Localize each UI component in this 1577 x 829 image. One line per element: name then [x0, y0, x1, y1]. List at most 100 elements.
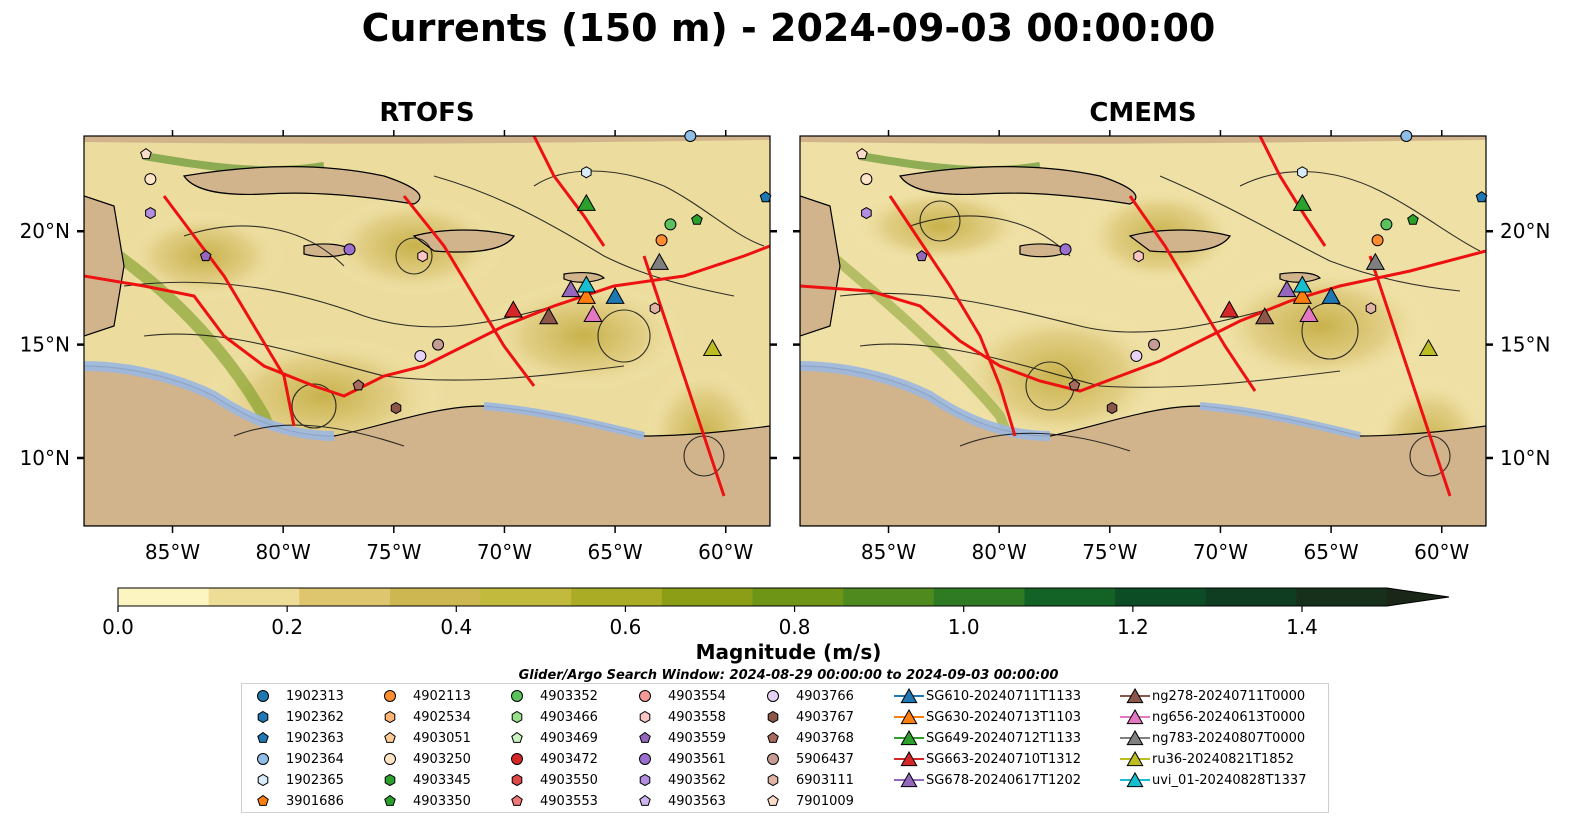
glider-track-5 [532, 136, 606, 247]
legend-hexagon-icon [639, 773, 651, 787]
platform-marker-4903250 [144, 173, 157, 186]
lon-tick-label: 60°W [698, 540, 753, 564]
legend-entry-label: 4903563 [668, 794, 726, 809]
legend-entry-label: 4902534 [413, 710, 471, 725]
legend-triangle-icon [900, 729, 918, 746]
legend-marker-triangle [894, 750, 924, 767]
legend-hexagon-icon [257, 710, 269, 724]
legend: 1902313 1902362 1902363 1902364 1902365 39016… [241, 683, 1329, 813]
platform-marker-4903766 [414, 349, 427, 362]
legend-marker-triangle [894, 771, 924, 788]
colorbar-swatch [1024, 588, 1116, 606]
lon-tick-label: 85°W [861, 540, 916, 564]
legend-marker-pentagon [511, 794, 523, 806]
legend-marker-triangle [1120, 729, 1150, 746]
cmems-map: 85°W 80°W 75°W 70°W 65°W 60°W 20°N 15°N 10°N [793, 130, 1550, 564]
platform-marker-5906437 [432, 338, 445, 351]
platform-marker-1902363 [1475, 191, 1488, 203]
legend-marker-pentagon [384, 794, 396, 806]
legend-entry-label: 4903559 [668, 731, 726, 746]
legend-marker-hexagon [511, 710, 523, 724]
colorbar-swatch [208, 588, 300, 606]
glider-track-4 [642, 255, 726, 497]
legend-marker-pentagon [639, 731, 651, 743]
colorbar-tick-label: 1.0 [948, 615, 980, 639]
lat-tick-label: 10°N [20, 446, 70, 470]
legend-hexagon-icon [257, 773, 269, 787]
legend-hexagon-icon [384, 773, 396, 787]
hispaniola-landmass [1128, 229, 1231, 253]
platform-marker-4903767 [1106, 402, 1118, 415]
colorbar-swatch [933, 588, 1025, 606]
platform-marker-6903111 [1365, 302, 1377, 315]
platform-marker-ng278-20240711t0000 [539, 307, 559, 325]
legend-triangle-icon [1126, 687, 1144, 704]
legend-circle-icon [257, 753, 269, 765]
legend-entry-label: ru36-20240821T1852 [1152, 752, 1295, 767]
legend-entry-label: 6903111 [796, 773, 854, 788]
cmems-map-frame [799, 135, 1487, 527]
legend-marker-circle [767, 753, 779, 765]
legend-marker-circle [511, 753, 523, 765]
legend-marker-circle [257, 690, 269, 702]
platform-marker-1902364 [1400, 130, 1413, 142]
platform-marker-ng278-20240711t0000 [1255, 307, 1275, 325]
rtofs-map-frame [83, 135, 771, 527]
legend-entry-label: 4903561 [668, 752, 726, 767]
legend-marker-circle [384, 753, 396, 765]
legend-entry-label: 4903766 [796, 689, 854, 704]
lon-tick-label: 70°W [477, 540, 532, 564]
cmems-platform-markers [856, 130, 1488, 415]
platform-marker-4903561 [343, 243, 356, 256]
legend-triangle-icon [900, 750, 918, 767]
cmems-panel-title: CMEMS [1089, 98, 1197, 128]
legend-marker-hexagon [384, 773, 396, 787]
legend-circle-icon [384, 690, 396, 702]
legend-marker-triangle [894, 687, 924, 704]
glider-track-1 [84, 244, 770, 398]
legend-triangle-icon [1126, 771, 1144, 788]
hispaniola-landmass [412, 229, 515, 253]
legend-entry-label: 4903051 [413, 731, 471, 746]
legend-marker-pentagon [767, 794, 779, 806]
platform-marker-6903111 [649, 302, 661, 315]
legend-entry-label: 4903558 [668, 710, 726, 725]
legend-entry-label: ng656-20240613T0000 [1152, 710, 1306, 725]
platform-marker-sg663-20240710t1312 [503, 300, 523, 318]
colorbar-swatch [843, 588, 935, 606]
colorbar-swatch [571, 588, 663, 606]
platform-marker-4903561 [1059, 243, 1072, 256]
platform-marker-1902363 [759, 191, 772, 203]
glider-track-2 [162, 195, 296, 427]
colorbar-tick-label: 0.8 [779, 615, 811, 639]
platform-marker-sg649-20240712t1133 [1292, 193, 1312, 211]
rtofs-panel-title: RTOFS [379, 98, 475, 128]
platform-marker-1902364 [684, 130, 697, 142]
legend-hexagon-icon [767, 710, 779, 724]
colorbar-swatch [1205, 588, 1297, 606]
puerto-rico-landmass [1279, 272, 1322, 283]
legend-hexagon-icon [384, 710, 396, 724]
legend-entry-label: 4903550 [540, 773, 598, 788]
platform-marker-uvi_01-20240828t1337 [576, 275, 596, 293]
platform-marker-4903768 [352, 379, 365, 391]
cuba-landmass [182, 165, 421, 205]
colorbar-tick-label: 0.2 [271, 615, 303, 639]
lon-tick-label: 80°W [972, 540, 1027, 564]
lon-tick-label: 85°W [145, 540, 200, 564]
legend-marker-hexagon [257, 710, 269, 724]
lon-tick-label: 80°W [256, 540, 311, 564]
legend-entry-label: 1902364 [286, 752, 344, 767]
glider-track-2 [888, 195, 1017, 437]
legend-marker-triangle [894, 708, 924, 725]
legend-entry-label: 7901009 [796, 794, 854, 809]
map-panels: 85°W 80°W 75°W 70°W 65°W 60°W 20°N 15°N 10°N [20, 130, 1550, 564]
platform-marker-ng656-20240613t0000 [583, 304, 603, 323]
legend-entry-label: 4903466 [540, 710, 598, 725]
legend-pentagon-icon [384, 731, 396, 743]
colorbar-swatch [299, 588, 391, 606]
rtofs-lat-ticks: 20°N 15°N 10°N [20, 219, 777, 470]
platform-marker-4903558 [417, 250, 428, 263]
rtofs-map: 85°W 80°W 75°W 70°W 65°W 60°W 20°N 15°N 10°N [20, 130, 777, 564]
colorbar-extend-arrow [1387, 588, 1449, 606]
